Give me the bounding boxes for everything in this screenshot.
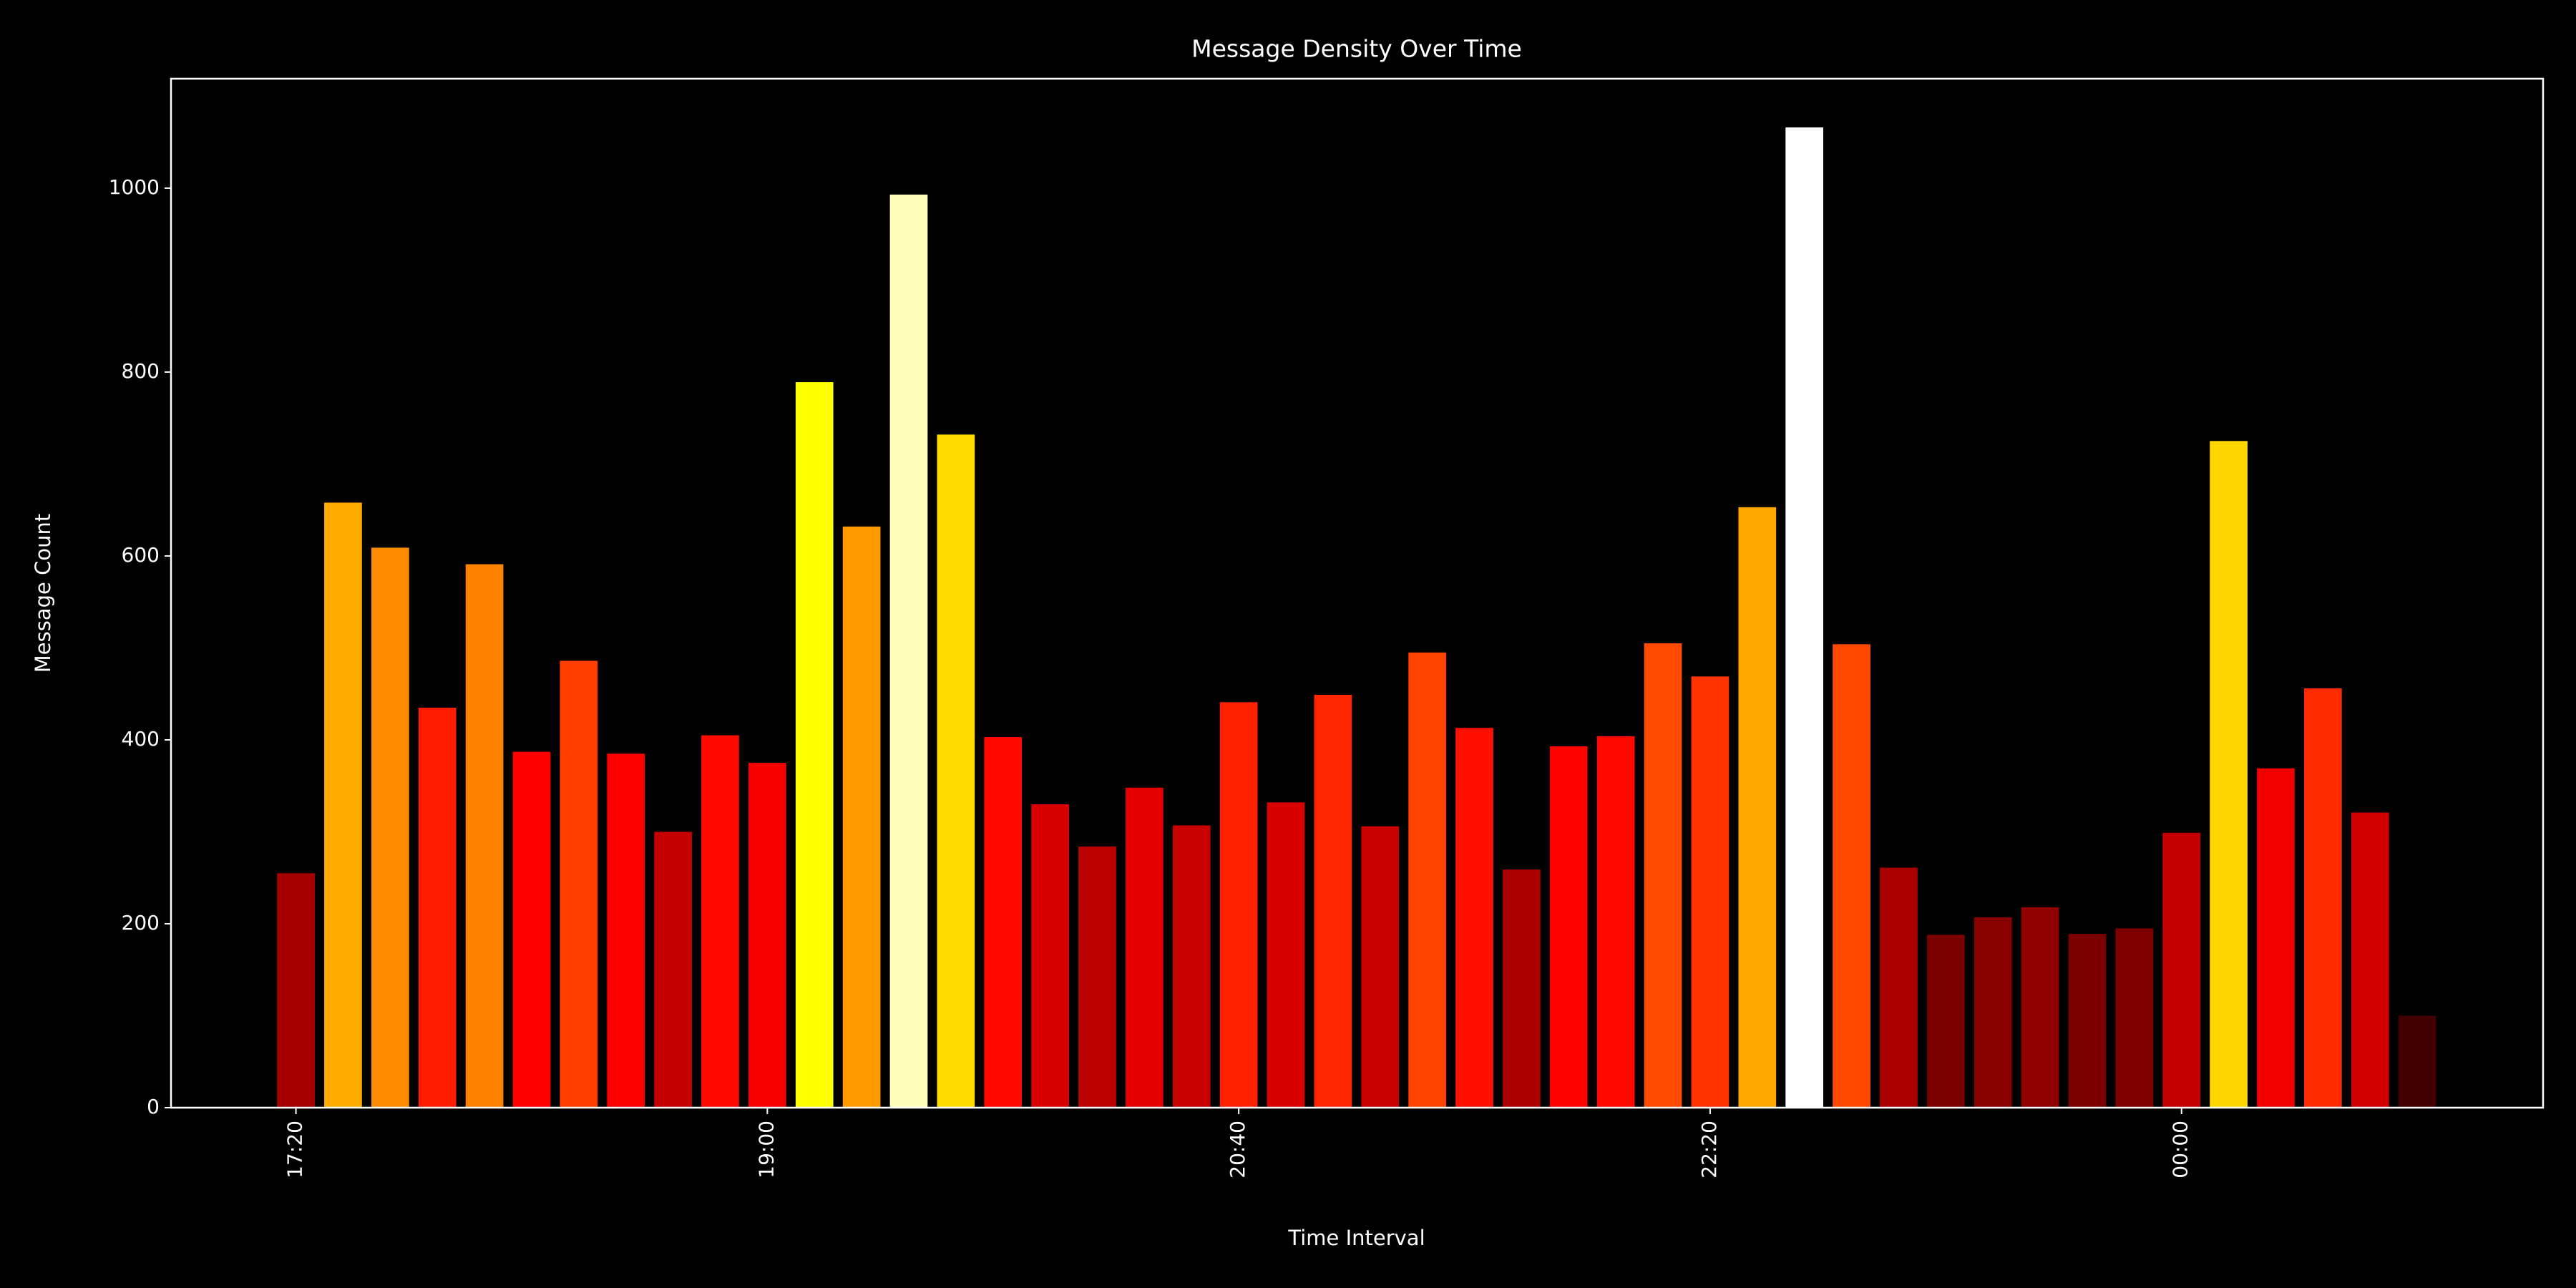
bar (607, 753, 645, 1108)
bar (795, 382, 834, 1108)
bar (512, 751, 551, 1108)
bar (1644, 643, 1682, 1108)
bar (324, 502, 362, 1108)
x-tick-label: 00:00 (2169, 1121, 2192, 1179)
y-tick-label: 800 (122, 359, 160, 383)
bar (1691, 676, 1729, 1108)
bar (889, 194, 928, 1108)
bar (842, 526, 881, 1108)
bar (1833, 644, 1870, 1108)
bar (701, 735, 739, 1108)
bar (937, 434, 975, 1108)
x-tick-label: 22:20 (1697, 1121, 1721, 1179)
bar (1172, 825, 1211, 1108)
bar (418, 707, 457, 1108)
y-tick-label: 600 (122, 543, 160, 567)
bar (2398, 1015, 2436, 1108)
y-axis-label: Message Count (31, 514, 55, 673)
bar (1974, 917, 2012, 1108)
bar (2351, 812, 2389, 1108)
bar (1126, 787, 1163, 1108)
bar (748, 763, 786, 1108)
bar (1314, 695, 1352, 1108)
bar (1785, 127, 1824, 1108)
bar (277, 873, 315, 1108)
bar (2115, 928, 2154, 1108)
bar (2021, 907, 2059, 1108)
bar (1267, 802, 1305, 1108)
bar (1738, 507, 1777, 1108)
bar (984, 737, 1023, 1108)
x-tick-label: 20:40 (1226, 1121, 1249, 1179)
bar (371, 547, 409, 1108)
bar (1596, 736, 1635, 1108)
bar (465, 564, 504, 1108)
y-tick-label: 1000 (109, 175, 160, 199)
x-tick-label: 19:00 (754, 1121, 778, 1179)
bar (1219, 702, 1258, 1108)
bar (1408, 652, 1447, 1108)
bar (2068, 934, 2107, 1108)
bar (1031, 804, 1069, 1108)
bar (1926, 935, 1965, 1108)
chart-title: Message Density Over Time (1191, 35, 1522, 63)
bar (654, 831, 692, 1108)
bar (2257, 768, 2295, 1108)
bar (1549, 746, 1588, 1108)
y-tick-label: 0 (147, 1095, 160, 1118)
y-tick-label: 200 (122, 911, 160, 935)
plot-frame (170, 77, 2545, 1109)
bar (1880, 867, 1918, 1108)
bar (1361, 826, 1400, 1108)
x-axis-label: Time Interval (1287, 1226, 1425, 1250)
bar (2303, 688, 2342, 1108)
x-tick-label: 17:20 (283, 1121, 307, 1179)
bar (560, 660, 598, 1108)
y-tick-label: 400 (122, 727, 160, 751)
bar (1455, 728, 1493, 1108)
bar (1503, 869, 1541, 1108)
bar (2210, 441, 2248, 1108)
bar (2162, 832, 2201, 1108)
bar (1078, 847, 1116, 1108)
